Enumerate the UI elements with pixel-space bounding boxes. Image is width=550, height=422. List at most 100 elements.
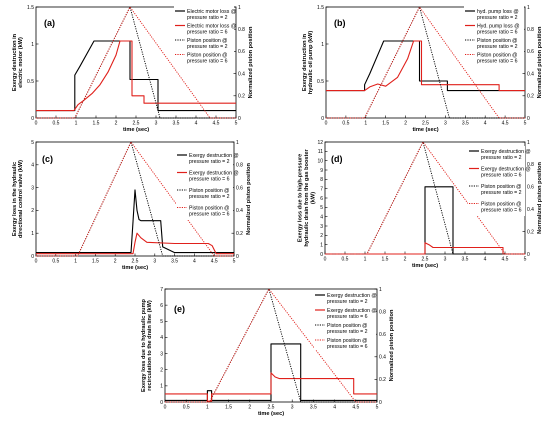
legend-entry: Piston position @ pressure ratio = 2 — [189, 188, 230, 200]
y2-tick-label: 0.6 — [238, 49, 245, 55]
y-tick-label: 7 — [160, 287, 163, 293]
y-tick-label: 2 — [320, 233, 323, 239]
x-tick-label: 0 — [164, 405, 167, 411]
legend-entry: Exergy destruction @ pressure ratio = 6 — [481, 166, 531, 178]
x-axis-title: time (sec) — [122, 265, 148, 271]
x-tick-label: 0.5 — [342, 121, 349, 127]
legend-entry-line: pressure ratio = 2 — [481, 190, 522, 196]
y-axis-title-line: hydraulic drain from the gas booster — [304, 149, 310, 247]
panel-label: (c) — [42, 154, 53, 164]
x-tick-label: 4 — [195, 121, 198, 127]
legend-entry-line: Piston position @ — [477, 38, 517, 44]
y-tick-label: 5 — [160, 319, 163, 325]
legend-background — [314, 290, 376, 350]
legend-entry-line: Electric motor loss @ — [187, 23, 236, 29]
series-line-4 — [165, 288, 377, 403]
x-tick-label: 3 — [153, 259, 156, 265]
y2-axis-title: Normalized piston position — [537, 162, 543, 234]
y2-tick-label: 0.4 — [236, 208, 243, 214]
panel-label: (e) — [174, 304, 185, 314]
x-tick-label: 2.5 — [133, 121, 140, 127]
legend-entry: Exergy destruction @ pressure ratio = 2 — [189, 153, 239, 165]
y-axis-title-line: directional control valve (kW) — [18, 160, 24, 238]
y-tick-label: 4 — [160, 335, 163, 341]
series-line-3 — [326, 6, 525, 119]
y-tick-label: 4 — [320, 214, 323, 220]
legend-entry: Piston position @ pressure ratio = 2 — [327, 323, 368, 335]
chart-panel-5: 0 0.5 1 1.5 2 2.5 3 3.5 4 4.5 50123456700.20.40.60… — [141, 287, 395, 417]
y2-axis-title: Normalized piston position — [246, 163, 252, 235]
series-line-2 — [36, 232, 234, 255]
y-tick-label: 3 — [320, 224, 323, 230]
x-tick-label: 1.5 — [92, 259, 99, 265]
x-tick-label: 0.5 — [53, 121, 60, 127]
x-tick-label: 5 — [524, 257, 527, 263]
y-axis-title-line: Exergy loss due to high-pressure — [298, 154, 304, 243]
y-tick-label: 4 — [31, 163, 34, 169]
legend-entry-line: Piston position @ — [481, 201, 521, 207]
y-axis-title: Exergy loss due to hydraulic pumprecircu… — [141, 298, 153, 392]
x-tick-label: 2.5 — [422, 121, 429, 127]
x-tick-label: 3.5 — [310, 405, 317, 411]
legend-entry: hyd. pump loss @ pressure ratio = 2 — [477, 9, 519, 21]
y2-tick-label: 0 — [236, 254, 239, 260]
y2-tick-label: 1 — [527, 5, 530, 11]
legend-entry: Electric motor loss @ pressure ratio = 6 — [187, 23, 236, 35]
y2-tick-label: 0.6 — [527, 185, 534, 191]
y-tick-label: 10 — [317, 158, 323, 164]
y2-tick-label: 1 — [236, 140, 239, 146]
legend-entry: Piston position @ pressure ratio = 2 — [477, 38, 518, 50]
legend-entry-line: Piston position @ — [327, 323, 367, 329]
legend-entry-line: Piston position @ — [187, 52, 227, 58]
y-axis-title-line: Exergy loss in the hydraulic — [12, 162, 18, 236]
y-axis-title: Exergy loss due to high-pressurehydrauli… — [298, 149, 317, 247]
x-tick-label: 4 — [193, 259, 196, 265]
legend-entry-line: Piston position @ — [189, 188, 229, 194]
x-tick-label: 3 — [444, 257, 447, 263]
y-tick-label: 1 — [31, 42, 34, 48]
y2-tick-label: 0 — [238, 116, 241, 122]
panel-label: (d) — [331, 154, 343, 164]
x-tick-label: 1.5 — [225, 405, 232, 411]
x-tick-label: 5 — [376, 405, 379, 411]
x-tick-label: 4.5 — [502, 257, 509, 263]
x-tick-label: 4.5 — [352, 405, 359, 411]
y2-tick-label: 0 — [527, 252, 530, 258]
y-tick-label: 11 — [318, 149, 323, 155]
y2-tick-label: 0.4 — [379, 355, 386, 361]
y-axis-title-line: recirculation to the drain line (kW) — [147, 300, 153, 391]
x-tick-label: 2.5 — [422, 257, 429, 263]
legend-entry-line: Exergy destruction @ — [189, 153, 239, 159]
y-axis-title-line: Exergy destruction in — [12, 33, 18, 91]
y-tick-label: 12 — [317, 140, 323, 146]
legend-entry: Piston position @ pressure ratio = 6 — [327, 338, 368, 350]
y-axis-title-line: electric motor (kW) — [18, 37, 24, 88]
y2-tick-label: 0.4 — [527, 71, 534, 77]
legend-entry-line: pressure ratio = 2 — [481, 155, 522, 161]
series-line-4 — [325, 141, 525, 255]
y-tick-label: 0.5 — [317, 79, 324, 85]
legend-entry-line: pressure ratio = 6 — [187, 29, 228, 35]
legend-entry-line: pressure ratio = 6 — [327, 314, 368, 320]
x-tick-label: 4.5 — [213, 121, 220, 127]
y-axis-title-line: Exergy destruction in — [302, 33, 308, 91]
series-line-1 — [326, 40, 525, 92]
panel-label: (a) — [44, 18, 55, 28]
legend-entry: Exergy destruction @ pressure ratio = 6 — [189, 170, 239, 182]
x-tick-label: 4 — [333, 405, 336, 411]
y-axis-title-line: Exergy loss due to hydraulic pump — [141, 298, 147, 392]
x-tick-label: 0.5 — [342, 257, 349, 263]
legend-entry-line: pressure ratio = 6 — [481, 207, 522, 213]
legend-entry: Piston position @ pressure ratio = 6 — [477, 52, 518, 64]
legend-background — [464, 6, 524, 64]
y-tick-label: 0 — [31, 116, 34, 122]
x-tick-label: 1 — [206, 405, 209, 411]
y2-tick-label: 0.8 — [527, 27, 534, 33]
y2-tick-label: 0.6 — [527, 49, 534, 55]
y-tick-label: 0 — [31, 254, 34, 260]
x-tick-label: 1.5 — [382, 257, 389, 263]
x-tick-label: 3.5 — [462, 121, 469, 127]
y2-tick-label: 0.2 — [527, 229, 534, 235]
